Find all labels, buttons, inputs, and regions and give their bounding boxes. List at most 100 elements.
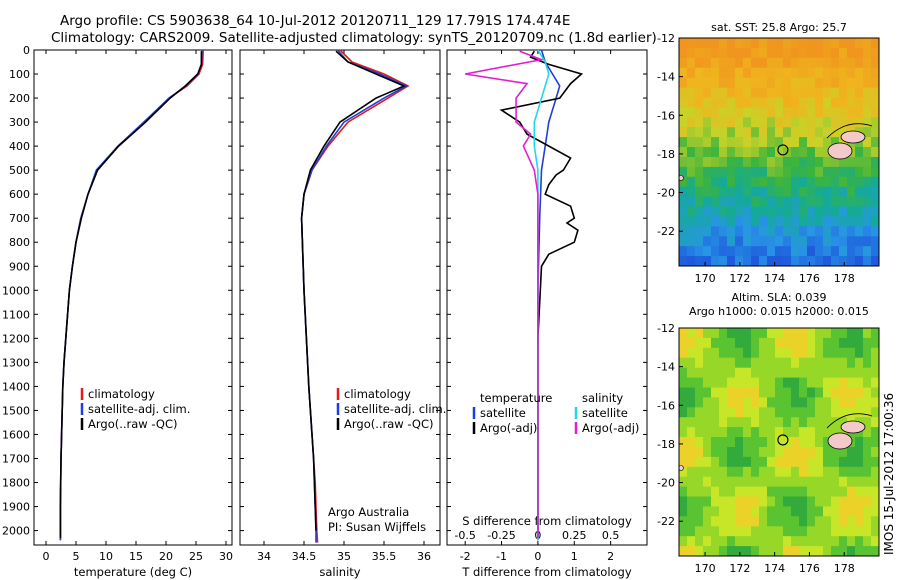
x-tick-label: 30	[219, 550, 233, 563]
map-cell	[743, 417, 752, 428]
map-cell	[703, 447, 712, 458]
map-cell	[687, 157, 696, 168]
map-cell	[767, 87, 776, 99]
map-cell	[863, 347, 872, 359]
map-cell	[775, 357, 784, 369]
map-cell	[751, 427, 760, 438]
map-cell	[807, 357, 816, 369]
map-cell	[783, 397, 792, 408]
map-cell	[847, 157, 856, 168]
map-cell	[743, 67, 752, 79]
map-cell	[791, 337, 800, 349]
map-cell	[767, 47, 776, 59]
map-cell	[863, 137, 872, 148]
map-cell	[815, 97, 824, 108]
map-cell	[791, 417, 800, 428]
map-cell	[719, 536, 728, 547]
map-cell	[831, 427, 840, 438]
reef-outline	[826, 123, 873, 139]
map-cell	[767, 107, 776, 118]
map-cell	[727, 157, 736, 168]
map-cell	[751, 417, 760, 428]
map-cell	[791, 236, 800, 247]
map-cell	[751, 347, 760, 359]
map-cell	[687, 57, 696, 69]
map-cell	[767, 427, 776, 438]
map-cell	[871, 516, 879, 527]
map-cell	[847, 47, 856, 59]
map-cell	[839, 516, 848, 527]
map-cell	[847, 476, 856, 488]
map-cell	[847, 186, 856, 198]
map-panel-sla-map: 170 172 174 176 178 -12 -14 -16 -18 -20 -22 Altim. …	[657, 291, 880, 575]
island-shape	[827, 432, 853, 450]
map-cell	[791, 77, 800, 89]
map-cell	[847, 107, 856, 118]
map-cell	[815, 367, 824, 379]
map-cell	[759, 87, 768, 99]
map-cell	[791, 107, 800, 118]
x-tick-label: 170	[695, 272, 716, 285]
map-cell	[815, 186, 824, 198]
map-cell	[807, 377, 816, 389]
map-cell	[855, 77, 864, 89]
map-cell	[751, 496, 760, 507]
map-cell	[823, 427, 832, 438]
map-cell	[807, 337, 816, 349]
map-cell	[727, 516, 736, 527]
map-cell	[831, 536, 840, 547]
map-cell	[759, 147, 768, 158]
map-cell	[831, 137, 840, 148]
map-cell	[871, 357, 879, 369]
map-cell	[711, 417, 720, 428]
map-cell	[839, 407, 848, 418]
map-cell	[679, 87, 688, 99]
series-line-temperature-argo-adj-	[499, 50, 584, 538]
map-cell	[695, 536, 704, 547]
map-cell	[735, 516, 744, 527]
map-cell	[679, 407, 688, 418]
map-cell	[743, 387, 752, 398]
map-cell	[839, 236, 848, 247]
map-cell	[847, 67, 856, 79]
map-cell	[687, 397, 696, 408]
map-cell	[815, 176, 824, 188]
map-cell	[751, 67, 760, 79]
map-cell	[799, 337, 808, 349]
map-cell	[847, 38, 856, 49]
map-cell	[743, 407, 752, 418]
map-cell	[799, 47, 808, 59]
map-cell	[703, 357, 712, 369]
map-cell	[791, 166, 800, 178]
x-tick-label: 15	[129, 550, 143, 563]
map-cell	[775, 256, 784, 266]
map-cell	[863, 456, 872, 468]
map-cell	[679, 456, 688, 468]
map-cell	[719, 476, 728, 488]
map-cell	[735, 38, 744, 49]
map-cell	[855, 47, 864, 59]
map-cell	[735, 77, 744, 89]
map-cell	[823, 176, 832, 188]
map-cell	[727, 97, 736, 108]
map-cell	[759, 226, 768, 237]
map-cell	[823, 377, 832, 389]
x-tick-label: 2	[607, 550, 614, 563]
map-cell	[831, 57, 840, 69]
map-cell	[823, 226, 832, 237]
map-cell	[703, 87, 712, 99]
legend-heading-temperature: temperature	[480, 391, 552, 405]
map-cell	[767, 206, 776, 217]
map-cell	[823, 447, 832, 458]
map-cell	[719, 196, 728, 208]
map-cell	[799, 328, 808, 339]
map-cell	[791, 506, 800, 517]
map-cell	[831, 447, 840, 458]
map-cell	[791, 367, 800, 379]
map-cell	[839, 496, 848, 507]
map-cell	[799, 407, 808, 418]
map-cell	[815, 256, 824, 266]
map-cell	[735, 367, 744, 379]
map-cell	[815, 166, 824, 178]
map-cell	[823, 476, 832, 488]
